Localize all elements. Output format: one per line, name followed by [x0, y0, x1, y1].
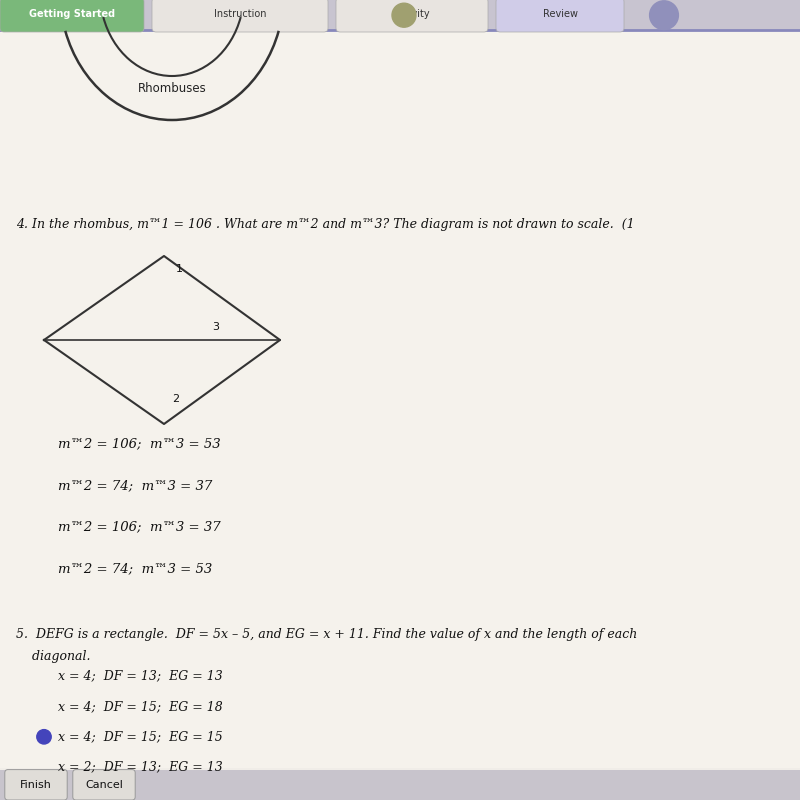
- Text: Rhombuses: Rhombuses: [138, 82, 206, 94]
- FancyBboxPatch shape: [5, 770, 67, 800]
- Text: x = 4;  DF = 13;  EG = 13: x = 4; DF = 13; EG = 13: [58, 670, 223, 682]
- Text: 5.  DEFG is a rectangle.  DF = 5x – 5, and EG = x + 11. Find the value of x and : 5. DEFG is a rectangle. DF = 5x – 5, and…: [16, 628, 638, 641]
- Text: Finish: Finish: [20, 780, 52, 790]
- Text: x = 4;  DF = 15;  EG = 18: x = 4; DF = 15; EG = 18: [58, 700, 223, 713]
- Text: Cancel: Cancel: [85, 780, 123, 790]
- FancyBboxPatch shape: [336, 0, 488, 32]
- Text: Getting Started: Getting Started: [29, 9, 115, 18]
- FancyBboxPatch shape: [0, 0, 144, 32]
- Circle shape: [37, 730, 51, 744]
- Text: x = 4;  DF = 15;  EG = 15: x = 4; DF = 15; EG = 15: [58, 730, 223, 743]
- Text: Review: Review: [542, 9, 578, 18]
- Text: x = 2;  DF = 13;  EG = 13: x = 2; DF = 13; EG = 13: [58, 761, 223, 774]
- Text: 3: 3: [212, 322, 219, 332]
- Circle shape: [650, 1, 678, 30]
- Circle shape: [392, 3, 416, 27]
- Text: m™2 = 74;  m™3 = 37: m™2 = 74; m™3 = 37: [58, 479, 213, 492]
- Text: m™2 = 106;  m™3 = 37: m™2 = 106; m™3 = 37: [58, 521, 221, 534]
- Text: m™2 = 74;  m™3 = 53: m™2 = 74; m™3 = 53: [58, 562, 213, 575]
- FancyBboxPatch shape: [73, 770, 135, 800]
- Text: 4. In the rhombus, m™1 = 106 . What are m™2 and m™3? The diagram is not drawn to: 4. In the rhombus, m™1 = 106 . What are …: [16, 218, 634, 230]
- FancyBboxPatch shape: [0, 30, 800, 768]
- Text: m™2 = 106;  m™3 = 53: m™2 = 106; m™3 = 53: [58, 438, 221, 450]
- FancyBboxPatch shape: [0, 770, 800, 800]
- FancyBboxPatch shape: [0, 0, 800, 30]
- Text: Instruction: Instruction: [214, 9, 266, 18]
- Text: 1: 1: [176, 264, 183, 274]
- FancyBboxPatch shape: [152, 0, 328, 32]
- Text: Activity: Activity: [394, 9, 430, 18]
- Text: 2: 2: [172, 394, 179, 404]
- FancyBboxPatch shape: [496, 0, 624, 32]
- Text: diagonal.: diagonal.: [16, 650, 90, 663]
